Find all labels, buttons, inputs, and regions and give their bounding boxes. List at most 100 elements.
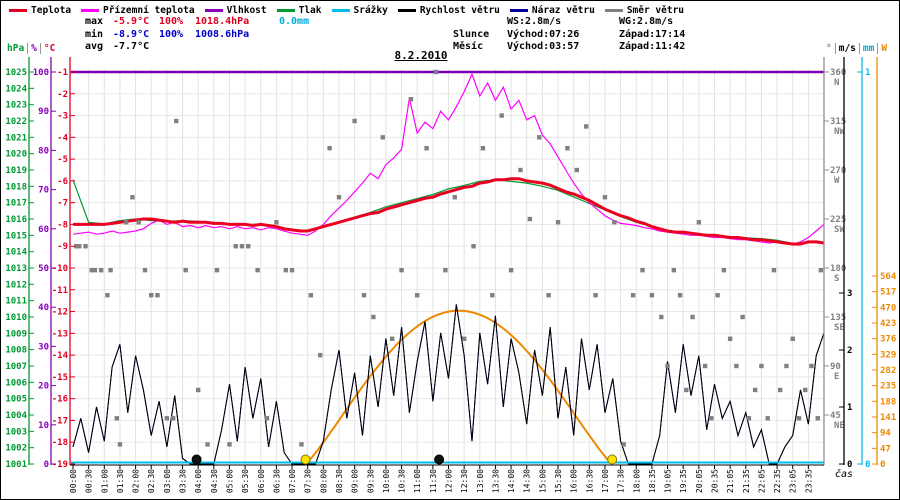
pressure-tick-label: 1023	[5, 101, 27, 111]
wind-direction-dot	[380, 135, 385, 140]
pressure-tick-label: 1011	[5, 297, 27, 307]
wind-direction-dot	[443, 267, 448, 273]
radiation-tick-label: 470	[880, 303, 896, 313]
wind-direction-tick-label: 45	[830, 411, 841, 421]
wind-direction-dot	[771, 267, 777, 273]
wind-direction-dot	[361, 293, 367, 298]
time-tick-label: 14:30	[523, 469, 532, 493]
time-tick-label: 13:00	[476, 469, 485, 493]
legend-label: Přízemní teplota	[103, 5, 195, 16]
wind-direction-dot	[809, 363, 814, 369]
pressure-tick-label: 1020	[5, 150, 27, 160]
wind-direction-letter-label: N	[834, 78, 839, 88]
wind-direction-dot	[690, 314, 695, 320]
legend-label: Tlak	[298, 5, 322, 16]
humidity-tick-label: 90	[38, 107, 49, 117]
wind-direction-dot	[490, 293, 495, 298]
temperature-tick-label: -7	[57, 199, 68, 209]
legend-item-4: Tlak	[276, 5, 322, 16]
radiation-tick-label: 141	[880, 413, 896, 423]
radiation-tick-label: 517	[880, 288, 896, 298]
wind-direction-dot	[142, 267, 148, 273]
stats-avg-label: avg	[85, 41, 104, 52]
wind-direction-dot	[289, 267, 295, 273]
time-tick-label: 04:00	[194, 469, 203, 493]
stats-max-temp: -5.9°C	[113, 16, 150, 27]
time-tick-label: 05:00	[225, 469, 234, 493]
wind-speed-tick-label: 2	[847, 346, 852, 356]
unit-hpa: hPa	[4, 43, 29, 54]
wind-direction-dot	[684, 387, 689, 393]
wind-direction-dot	[155, 293, 160, 298]
wind-direction-tick-label: 315	[830, 117, 846, 127]
legend-item-5: Srážky	[331, 5, 388, 16]
wind-direction-dot	[671, 267, 677, 273]
pressure-tick-label: 1017	[5, 199, 27, 209]
moon-label: Měsíc	[453, 41, 484, 52]
pressure-tick-label: 1008	[5, 346, 27, 356]
wind-direction-dot	[649, 293, 655, 298]
radiation-tick-label: 235	[880, 382, 896, 392]
wind-direction-dot	[461, 336, 467, 341]
humidity-tick-label: 10	[38, 421, 49, 431]
temperature-polyline	[73, 177, 825, 246]
wind-direction-dot	[205, 442, 210, 447]
time-tick-label: 00:30	[85, 469, 94, 493]
humidity-tick-label: 100	[33, 68, 49, 78]
wind-direction-letter-label: S	[834, 274, 839, 284]
legend-color-dash	[276, 9, 295, 12]
wind-direction-dot	[98, 267, 104, 273]
time-tick-label: 08:00	[319, 469, 328, 493]
temperature-tick-label: -5	[57, 155, 68, 165]
time-tick-label: 03:30	[179, 469, 188, 493]
humidity-tick-label: 40	[38, 303, 49, 313]
wind-direction-dot	[105, 293, 110, 298]
time-tick-label: 02:00	[132, 469, 141, 493]
wind-direction-letter-label: SE	[834, 323, 845, 333]
wind-direction-dot	[715, 293, 720, 298]
legend-color-dash	[397, 9, 416, 12]
sun-moon-markers	[191, 454, 618, 465]
wind-direction-dot	[89, 267, 94, 273]
wind-direction-dot	[318, 352, 323, 358]
wind-direction-dot	[327, 146, 332, 151]
stats-min-temp: -8.9°C	[113, 28, 150, 40]
temperature-tick-label: -11	[52, 286, 68, 296]
pressure-tick-label: 1016	[5, 215, 27, 225]
pressure-tick-label: 1005	[5, 395, 27, 405]
stats-max-pressure: 1018.4hPa	[195, 16, 250, 27]
time-tick-label: 16:00	[570, 469, 579, 493]
wind-direction-dot	[640, 267, 645, 273]
time-tick-label: 02:30	[147, 469, 156, 493]
time-tick-label: 14:00	[507, 469, 516, 493]
wind-direction-dot	[665, 363, 670, 369]
wind-direction-dot	[790, 336, 795, 341]
time-tick-label: 15:00	[538, 469, 547, 493]
wind-direction-dot	[602, 195, 608, 200]
time-tick-label: 15:30	[554, 469, 563, 493]
wind-direction-dot	[815, 416, 820, 421]
time-tick-label: 06:30	[272, 469, 281, 493]
wind-direction-dot	[227, 442, 232, 447]
time-axis: 00:00 00:30 01:00 01:30 02:00 02:30 03:00 03:30…	[69, 464, 824, 493]
wind-direction-dot	[583, 124, 589, 129]
wind-direction-dot	[499, 113, 504, 118]
wind-direction-dot	[555, 220, 561, 225]
wind-direction-dot	[130, 195, 135, 200]
legend-label: Vlhkost	[226, 5, 267, 16]
sun-label: Slunce	[453, 28, 490, 40]
wind-direction-dot	[174, 118, 179, 124]
wind-direction-letter-label: NE	[834, 421, 845, 431]
stats-block: max -5.9°C 100% 1018.4hPa 0.0mm min -8.9°C 100…	[85, 16, 309, 54]
stats-max-precip: 0.0mm	[279, 16, 310, 27]
radiation-tick-label: 282	[880, 366, 896, 376]
time-tick-label: 19:05	[664, 469, 673, 493]
unit-degrees: °	[823, 43, 836, 54]
wind-direction-dot	[299, 442, 304, 447]
pressure-tick-label: 1025	[5, 68, 27, 78]
info-spacer	[453, 16, 507, 29]
wind-direction-dot	[696, 220, 702, 225]
time-tick-label: 20:35	[710, 469, 719, 493]
time-tick-label: 11:30	[429, 469, 438, 493]
